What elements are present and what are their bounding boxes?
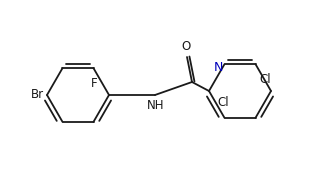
Text: Br: Br [31,88,44,101]
Text: F: F [91,77,98,90]
Text: N: N [214,61,224,74]
Text: Cl: Cl [218,96,229,109]
Text: NH: NH [147,99,165,112]
Text: Cl: Cl [259,73,271,86]
Text: O: O [181,40,191,53]
